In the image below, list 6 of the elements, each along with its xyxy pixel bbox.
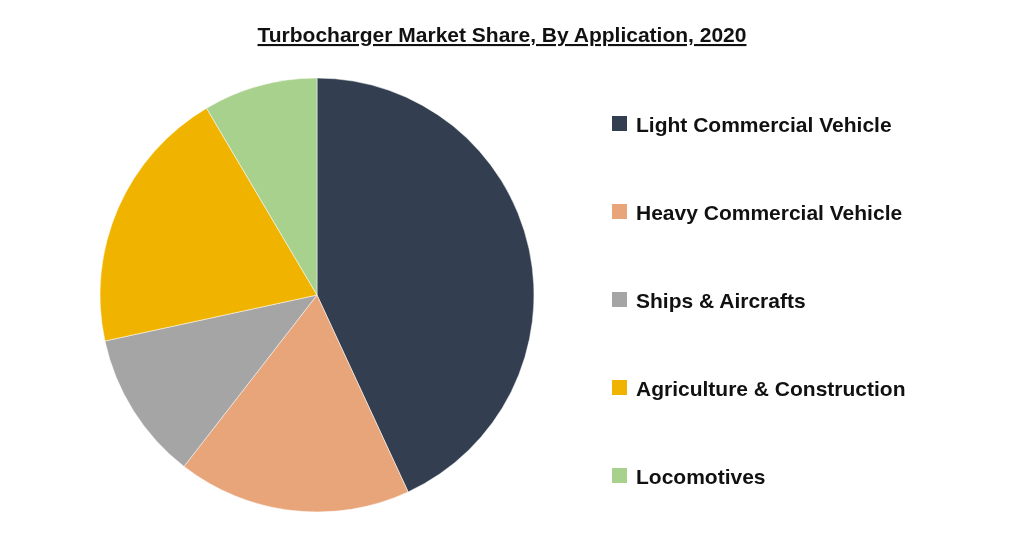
legend-label: Ships & Aircrafts [636, 288, 806, 312]
legend-label: Light Commercial Vehicle [636, 112, 892, 136]
chart-title: Turbocharger Market Share, By Application, 2020 [257, 23, 747, 46]
legend-label: Locomotives [636, 464, 766, 488]
legend-label: Agriculture & Construction [636, 376, 906, 400]
legend-label: Heavy Commercial Vehicle [636, 200, 903, 224]
